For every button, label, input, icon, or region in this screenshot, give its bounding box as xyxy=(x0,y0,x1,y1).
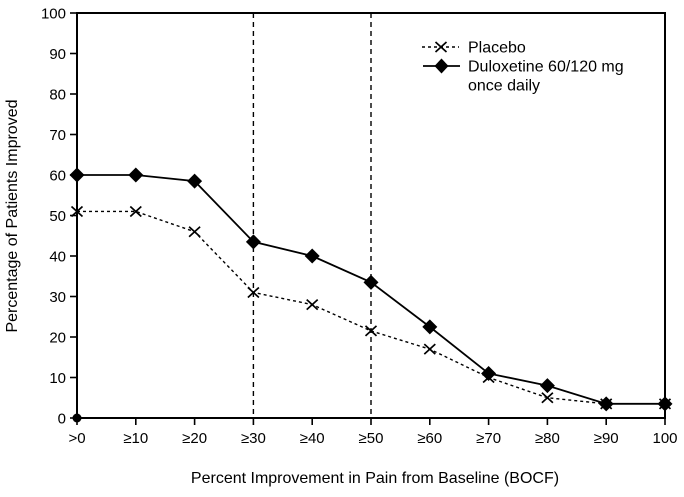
x-marker xyxy=(188,226,201,238)
x-marker-icon xyxy=(434,41,448,53)
y-tick-label: 80 xyxy=(49,87,66,104)
x-tick-label: ≥50 xyxy=(359,430,384,447)
x-tick-label: 100 xyxy=(652,430,677,447)
y-tick-label: 50 xyxy=(49,208,66,225)
diamond-marker xyxy=(657,396,673,412)
x-tick-label: >0 xyxy=(68,430,85,447)
x-marker xyxy=(70,205,84,218)
diamond-marker xyxy=(363,274,379,290)
y-axis-label: Percentage of Patients Improved xyxy=(4,99,21,332)
y-axis-ticks: 0 10 20 30 40 50 60 70 80 90 100 xyxy=(41,6,77,428)
x-axis-ticks: >0 ≥10 ≥20 ≥30 ≥40 ≥50 ≥60 ≥70 ≥80 ≥90 100 xyxy=(68,418,678,447)
x-marker xyxy=(247,286,260,299)
diamond-marker xyxy=(69,167,85,183)
y-tick-label: 0 xyxy=(58,411,66,428)
diamond-marker xyxy=(422,319,438,335)
y-tick-label: 60 xyxy=(49,168,66,185)
y-tick-label: 20 xyxy=(49,330,66,347)
y-tick-label: 10 xyxy=(49,370,66,387)
x-tick-label: ≥70 xyxy=(476,430,501,447)
x-tick-label: ≥80 xyxy=(535,430,560,447)
x-marker xyxy=(541,392,554,404)
diamond-marker xyxy=(481,365,497,381)
x-tick-label: ≥60 xyxy=(417,430,442,447)
y-tick-label: 30 xyxy=(49,289,66,306)
diamond-marker-icon xyxy=(434,58,449,74)
x-tick-label: ≥90 xyxy=(594,430,619,447)
legend-label-placebo: Placebo xyxy=(468,40,526,57)
data-series xyxy=(69,167,673,423)
legend: Placebo Duloxetine 60/120 mg once daily xyxy=(422,40,624,95)
x-marker xyxy=(423,343,436,355)
y-tick-label: 90 xyxy=(49,46,66,63)
x-tick-label: ≥20 xyxy=(182,430,207,447)
legend-label-duloxetine-line1: Duloxetine 60/120 mg xyxy=(468,59,624,76)
x-marker xyxy=(129,205,142,218)
x-tick-label: ≥10 xyxy=(123,430,148,447)
y-tick-label: 70 xyxy=(49,127,66,144)
x-marker xyxy=(306,298,319,311)
legend-item-placebo: Placebo xyxy=(422,40,526,57)
x-axis-label: Percent Improvement in Pain from Baselin… xyxy=(191,470,559,487)
diamond-marker xyxy=(304,248,320,264)
diamond-marker xyxy=(598,396,614,412)
y-tick-label: 100 xyxy=(41,6,66,23)
x-tick-label: ≥40 xyxy=(300,430,325,447)
diamond-marker xyxy=(187,173,203,189)
diamond-marker xyxy=(539,378,555,394)
x-tick-label: ≥30 xyxy=(241,430,266,447)
y-tick-label: 40 xyxy=(49,249,66,266)
reference-lines xyxy=(252,13,372,418)
diamond-marker xyxy=(128,167,144,183)
legend-label-duloxetine-line2: once daily xyxy=(468,78,540,95)
legend-item-duloxetine: Duloxetine 60/120 mg once daily xyxy=(423,58,624,95)
diamond-marker xyxy=(245,234,261,250)
origin-dot xyxy=(72,413,82,423)
x-marker xyxy=(364,325,378,337)
